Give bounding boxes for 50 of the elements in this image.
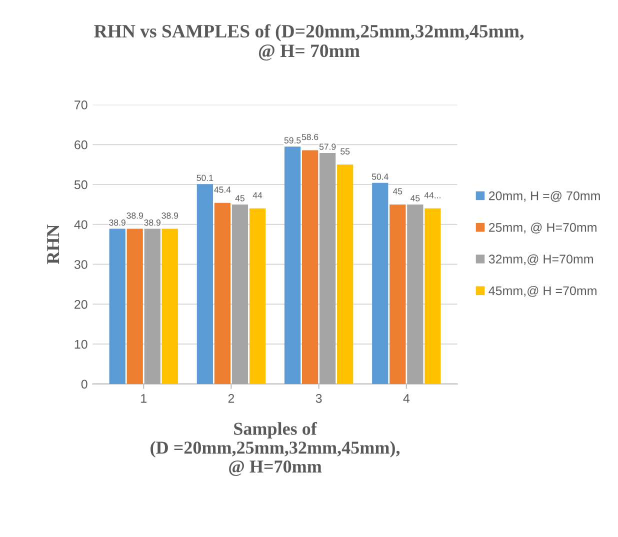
bar	[162, 228, 178, 384]
data-label: 45.4	[214, 186, 231, 193]
bar	[284, 146, 301, 384]
data-label: 45	[392, 188, 402, 194]
y-tick-label: 0	[81, 380, 88, 389]
data-label: 59.5	[284, 137, 301, 144]
data-label: 50.4	[372, 174, 388, 180]
chart-title: RHN vs SAMPLES of (D=20mm,25mm,32mm,45mm, @ H= 70mm	[94, 24, 524, 61]
data-label: 50.1	[196, 174, 214, 181]
data-label: 38.9	[126, 212, 143, 219]
x-tick-label: 4	[403, 394, 410, 403]
data-label: 58.6	[302, 134, 318, 140]
data-label: 45	[235, 195, 244, 202]
y-tick-label: 40	[74, 220, 88, 230]
data-label: 44...	[424, 192, 440, 198]
y-axis-title: RHN	[47, 224, 59, 264]
legend-label: 25mm, @ H=70mm	[488, 222, 596, 234]
x-tick-label: 3	[316, 394, 322, 403]
data-label: 38.9	[109, 219, 126, 226]
bar	[109, 228, 126, 384]
bar	[320, 152, 336, 384]
bar	[144, 228, 160, 384]
bar	[126, 228, 143, 384]
data-label: 57.9	[319, 144, 336, 150]
data-label: 38.9	[162, 212, 178, 219]
bar	[424, 208, 441, 384]
y-tick-label: 50	[74, 180, 88, 190]
y-tick-label: 30	[74, 260, 88, 269]
legend-label: 32mm,@ H=70mm	[488, 254, 593, 266]
x-axis-title: Samples of (D =20mm,25mm,32mm,45mm), @ H=70mm	[150, 422, 400, 476]
bar	[390, 204, 406, 384]
x-tick-label: 2	[228, 394, 234, 403]
y-tick-label: 60	[74, 140, 88, 150]
bar	[302, 150, 318, 384]
data-label: 44	[252, 192, 262, 198]
bar	[249, 208, 266, 384]
data-label: 55	[340, 148, 350, 154]
bar	[337, 164, 354, 384]
x-tick-label: 1	[141, 394, 146, 403]
y-tick-label: 20	[74, 300, 88, 309]
legend-label: 20mm, H =@ 70mm	[488, 191, 600, 202]
y-tick-label: 70	[74, 100, 88, 110]
bar	[232, 204, 248, 384]
bar	[372, 182, 388, 384]
bar	[214, 202, 231, 384]
bar	[407, 204, 424, 384]
data-label: 38.9	[144, 219, 160, 226]
data-label: 45	[410, 195, 420, 202]
legend-label: 45mm,@ H =70mm	[488, 286, 596, 297]
y-tick-label: 10	[74, 340, 88, 349]
